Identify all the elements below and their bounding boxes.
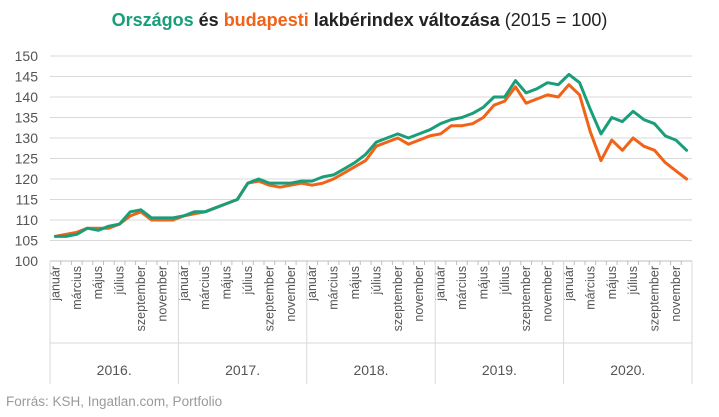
x-tick-label: március <box>198 266 212 310</box>
y-tick-label: 105 <box>15 233 39 249</box>
year-label: 2019. <box>482 362 517 378</box>
x-tick-label: március <box>70 266 84 310</box>
y-tick-label: 150 <box>15 48 39 64</box>
grid <box>50 55 692 262</box>
series <box>53 72 689 238</box>
x-tick-label: november <box>669 266 683 322</box>
title-and: és <box>193 10 224 30</box>
x-tick-label: május <box>348 266 362 299</box>
y-tick-label: 115 <box>16 192 39 208</box>
x-tick-label: július <box>241 266 255 296</box>
x-tick-label: január <box>562 266 576 302</box>
y-tick-label: 145 <box>15 69 39 85</box>
x-tick-label: március <box>583 266 597 310</box>
series-line-orszagos <box>53 72 689 238</box>
x-tick-label: július <box>369 266 383 296</box>
x-tick-label: január <box>434 266 448 302</box>
title-base: (2015 = 100) <box>499 10 608 30</box>
x-tick-label: szeptember <box>391 266 405 331</box>
x-axis: január március május július szeptember novemb… <box>48 260 693 384</box>
year-label: 2020. <box>610 362 645 378</box>
x-tick-label: november <box>284 266 298 322</box>
year-label: 2018. <box>353 362 388 378</box>
year-label: 2016. <box>97 362 132 378</box>
year-label: 2017. <box>225 362 260 378</box>
title-budapesti: budapesti <box>223 10 309 30</box>
title-rest: lakbérindex változása <box>308 10 500 30</box>
x-tick-label: július <box>626 266 640 296</box>
title-orszagos: Országos <box>111 10 194 30</box>
x-tick-label: március <box>327 266 341 310</box>
x-tick-label: január <box>305 266 319 302</box>
y-tick-label: 135 <box>15 110 39 126</box>
y-tick-label: 125 <box>15 151 39 167</box>
x-tick-label: szeptember <box>519 266 533 331</box>
x-tick-label: szeptember <box>648 266 662 331</box>
x-tick-label: november <box>155 266 169 322</box>
x-tick-label: május <box>220 266 234 299</box>
y-tick-label: 100 <box>15 253 39 269</box>
x-tick-label: május <box>91 266 105 299</box>
series-line-budapesti <box>53 83 689 238</box>
x-tick-label: március <box>455 266 469 310</box>
x-tick-label: január <box>177 266 191 302</box>
x-tick-label: május <box>605 266 619 299</box>
x-tick-label: november <box>541 266 555 322</box>
x-tick-label: szeptember <box>134 266 148 331</box>
y-tick-label: 130 <box>15 130 39 146</box>
y-axis: 100 105 110 115 120 125 130 135 140 145 150 <box>15 48 39 269</box>
y-tick-label: 120 <box>15 171 39 187</box>
x-tick-label: szeptember <box>262 266 276 331</box>
x-tick-label: július <box>498 266 512 296</box>
x-tick-label: május <box>476 266 490 299</box>
y-tick-label: 110 <box>16 212 39 228</box>
x-tick-label: november <box>412 266 426 322</box>
y-tick-label: 140 <box>15 89 39 105</box>
x-tick-label: július <box>113 266 127 296</box>
x-tick-label: január <box>48 266 62 302</box>
chart-title: Országos és budapesti lakbérindex változ… <box>0 10 719 31</box>
source-note: Forrás: KSH, Ingatlan.com, Portfolio <box>6 394 223 409</box>
